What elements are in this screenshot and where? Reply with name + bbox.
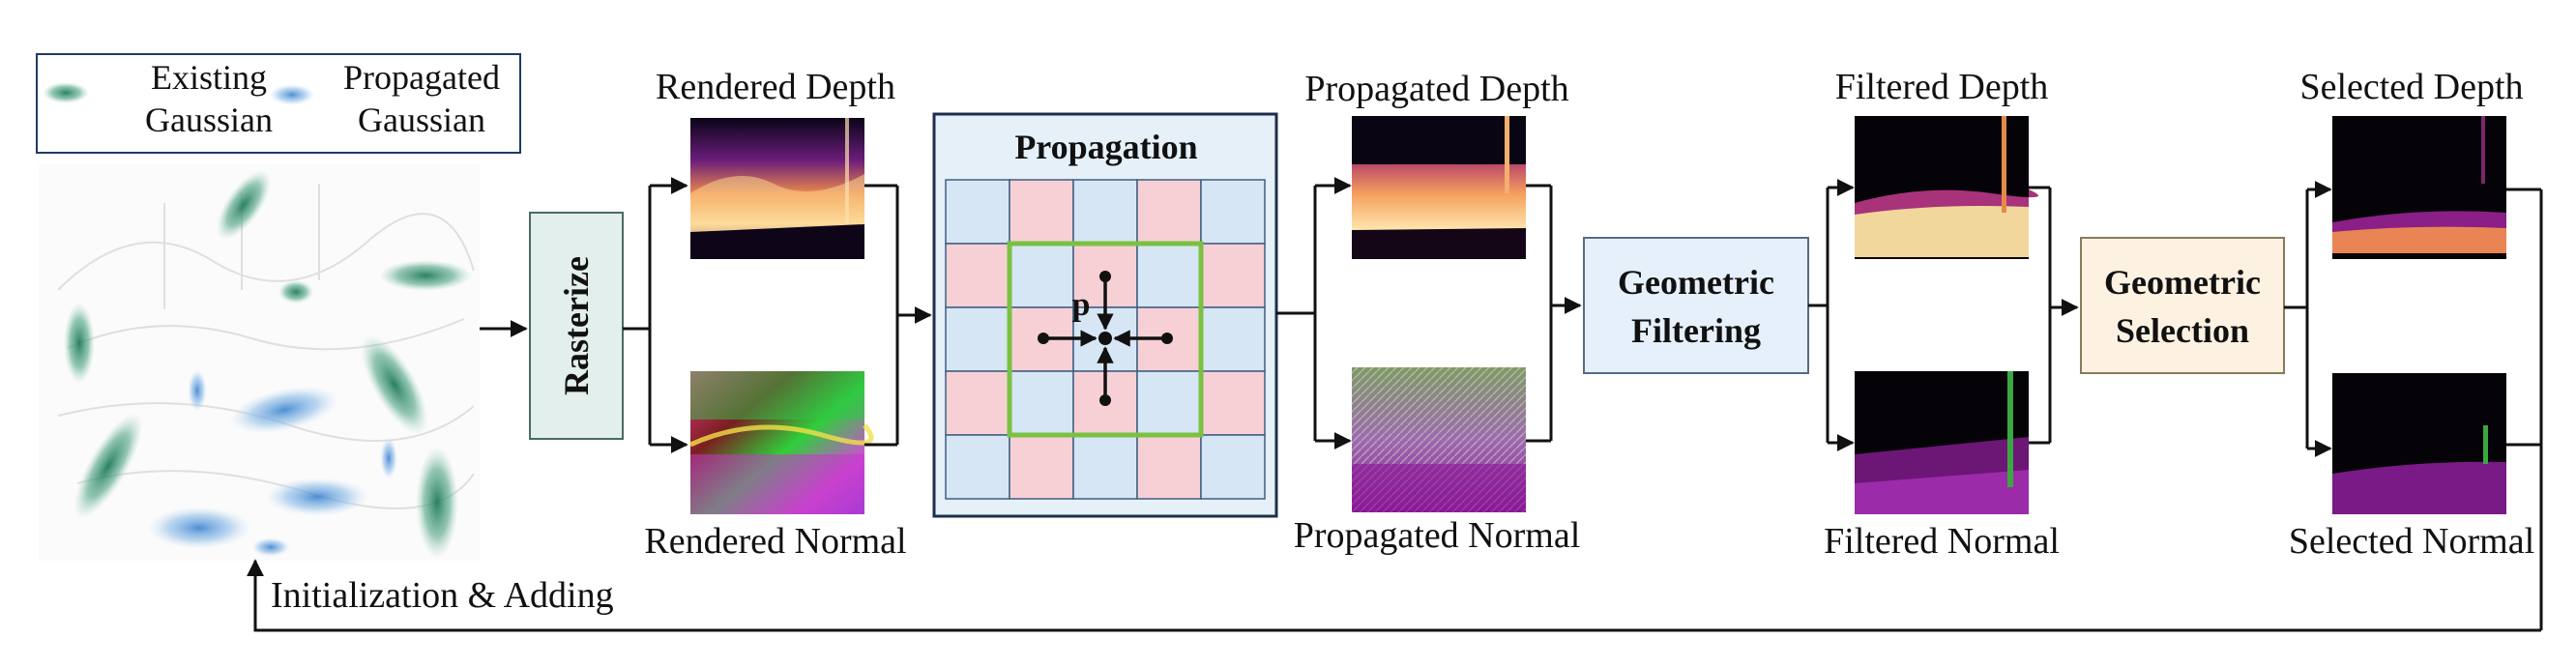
rendered-normal-image xyxy=(688,371,874,514)
existing-gaussian xyxy=(64,303,95,384)
feedback-label: Initialization & Adding xyxy=(271,575,614,616)
legend-propagated-line2: Gaussian xyxy=(358,101,485,139)
legend-existing-line1: Existing xyxy=(151,58,267,97)
legend-propagated-line1: Propagated xyxy=(343,58,500,97)
rendered-depth-image xyxy=(690,118,864,259)
merge-to-filtering xyxy=(1526,184,1582,443)
grid-cell xyxy=(1072,434,1138,500)
fork-selection xyxy=(2284,181,2332,457)
geometric-filtering-line2: Filtering xyxy=(1631,311,1761,350)
selected-normal-image xyxy=(2332,373,2506,514)
fork-filtering xyxy=(1808,179,1855,451)
filtered-depth-title: Filtered Depth xyxy=(1835,67,2049,107)
grid-cell xyxy=(1200,370,1266,436)
filtered-normal-image xyxy=(1855,371,2029,514)
propagation-grid xyxy=(945,179,1266,500)
existing-gaussian xyxy=(416,447,458,559)
propagation-title: Propagation xyxy=(1014,128,1197,166)
existing-gaussian xyxy=(73,413,143,519)
fork-rasterize xyxy=(623,177,688,453)
grid-cell xyxy=(1200,243,1266,308)
grid-cell xyxy=(1009,243,1074,308)
existing-gaussian xyxy=(361,334,428,435)
fork-propagation xyxy=(1276,177,1352,450)
rasterize-step: Rasterize xyxy=(529,212,624,440)
grid-cell xyxy=(1009,179,1074,245)
existing-gaussian xyxy=(278,280,313,304)
propagation-arrows xyxy=(1043,276,1167,400)
filtered-depth-image xyxy=(1855,116,2039,259)
grid-cell xyxy=(1136,179,1202,245)
geometric-filtering-line1: Geometric xyxy=(1618,263,1774,302)
geometric-selection-line2: Selection xyxy=(2116,311,2249,350)
rendered-depth-title: Rendered Depth xyxy=(656,67,895,107)
propagated-depth-title: Propagated Depth xyxy=(1304,69,1568,109)
propagation-step: Propagation p xyxy=(932,112,1278,518)
grid-cell xyxy=(1009,370,1074,436)
pixel-label-p: p xyxy=(1072,287,1091,323)
propagated-normal-image xyxy=(1352,367,1526,512)
grid-cell xyxy=(1136,243,1202,308)
rendered-normal-title: Rendered Normal xyxy=(644,521,906,562)
legend: Existing Gaussian Propagated Gaussian xyxy=(36,53,521,154)
grid-cell xyxy=(945,243,1010,308)
merge-to-selection xyxy=(2029,186,2079,445)
grid-cell xyxy=(1072,179,1138,245)
feedback-loop: Initialization & Adding xyxy=(247,559,2541,632)
filtered-normal-title: Filtered Normal xyxy=(1824,521,2060,562)
rasterize-label: Rasterize xyxy=(557,256,596,395)
grid-cell xyxy=(945,306,1010,372)
grid-cell xyxy=(1200,306,1266,372)
merge-to-propagation xyxy=(864,184,932,447)
propagated-depth-image xyxy=(1352,116,1526,259)
grid-cell xyxy=(945,370,1010,436)
grid-cell xyxy=(945,434,1010,500)
grid-cell xyxy=(1009,434,1074,500)
existing-gaussian xyxy=(216,170,272,240)
legend-existing-line2: Gaussian xyxy=(145,101,273,139)
existing-gaussian-swatch xyxy=(43,82,89,103)
geometric-selection-line1: Geometric xyxy=(2104,263,2261,302)
propagated-normal-title: Propagated Normal xyxy=(1294,515,1581,556)
neighborhood-highlight xyxy=(1007,241,1204,438)
propagated-gaussian xyxy=(188,369,207,412)
geometric-filtering-step: Geometric Filtering xyxy=(1583,237,1809,374)
grid-cell xyxy=(1136,370,1202,436)
propagated-gaussian xyxy=(229,386,339,434)
gaussian-scene xyxy=(39,164,480,561)
grid-cell xyxy=(1200,434,1266,500)
geometric-selection-step: Geometric Selection xyxy=(2080,237,2285,374)
propagated-gaussian xyxy=(265,478,369,516)
selected-normal-title: Selected Normal xyxy=(2289,521,2534,562)
existing-gaussian xyxy=(379,260,472,291)
propagated-gaussian-swatch xyxy=(269,84,315,105)
selected-depth-image xyxy=(2332,116,2506,259)
propagation-sample-points xyxy=(1038,271,1173,406)
propagated-gaussian xyxy=(147,507,251,549)
propagated-gaussian xyxy=(380,437,397,479)
grid-cell xyxy=(1136,434,1202,500)
selected-depth-title: Selected Depth xyxy=(2299,67,2523,107)
output-merge xyxy=(2506,188,2543,630)
propagated-gaussian xyxy=(251,537,290,557)
grid-cell xyxy=(945,179,1010,245)
grid-cell xyxy=(1200,179,1266,245)
